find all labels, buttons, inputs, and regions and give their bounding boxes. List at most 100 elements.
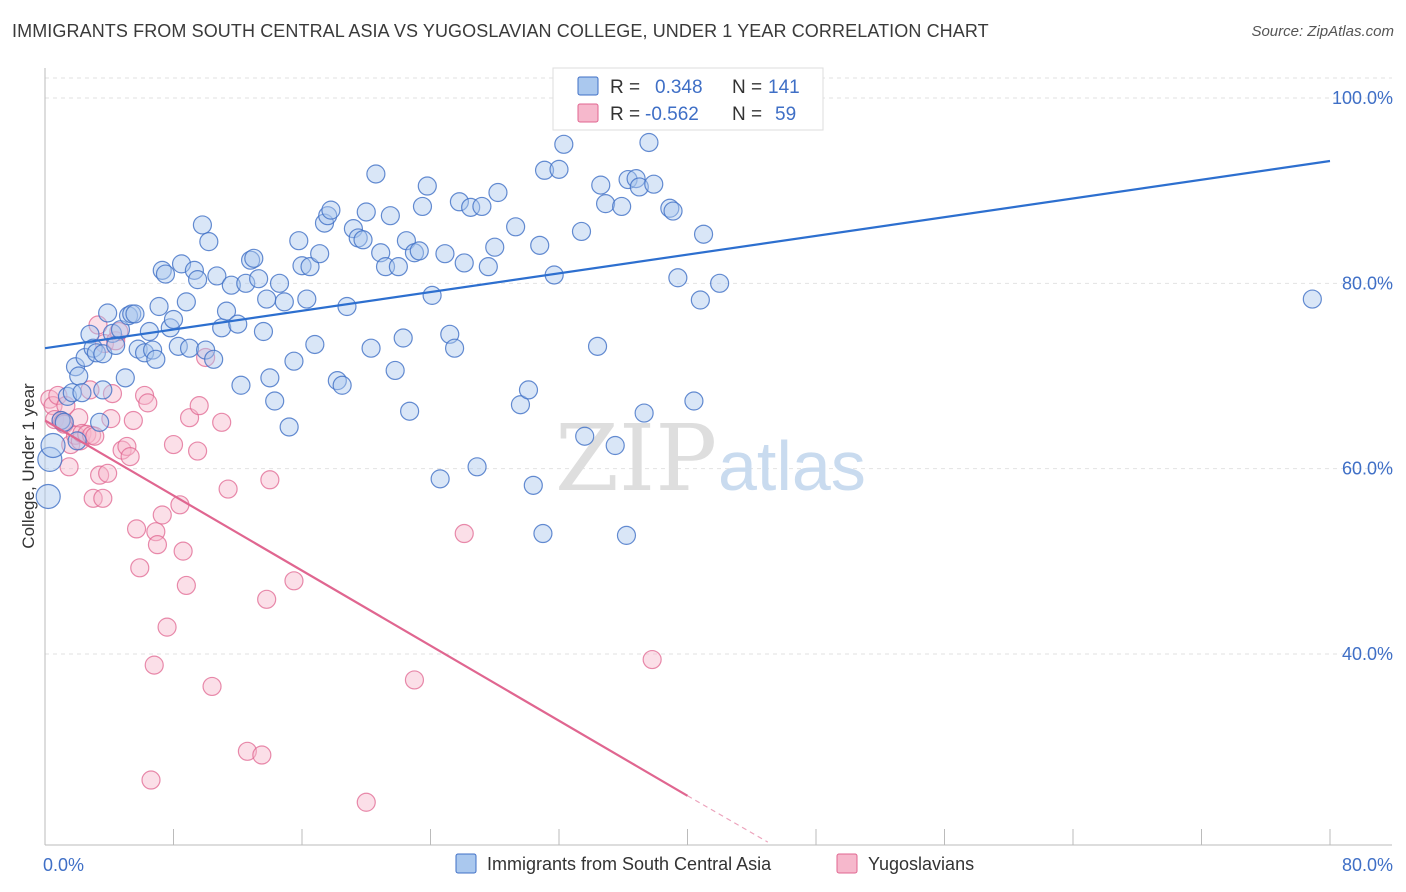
south-central-asia-point [591,175,611,195]
watermark: ZIP atlas [555,405,866,512]
y-tick-label: 80.0% [1342,273,1393,293]
yugoslavian-point [163,434,184,455]
south-central-asia-point [454,253,474,273]
stats-n-label-blue: N = [732,77,762,98]
south-central-asia-point [506,217,526,237]
south-central-asia-point [146,349,166,369]
axes [44,68,1392,846]
stats-swatch-pink [577,103,599,123]
yugoslavian-point [130,558,150,578]
chart-source: Source: ZipAtlas.com [1251,23,1394,40]
south-central-asia-point [274,292,294,312]
yugoslavian-point [123,410,143,431]
south-central-asia-point [289,231,309,251]
stats-box: R = 0.348 N = 141 R = -0.562 N = 59 [552,67,824,131]
legend-swatch-pink [836,853,858,874]
yugoslavian-point [404,670,425,690]
yugoslavian-point [126,519,147,539]
south-central-asia-point [690,290,710,310]
south-central-asia-point [125,304,145,324]
legend: Immigrants from South Central Asia Yugos… [455,853,974,874]
south-central-asia-point [292,256,312,276]
south-central-asia-point [618,169,638,190]
south-central-asia-point [533,523,553,544]
south-central-asia-point [605,435,625,456]
south-central-asia-point [412,196,433,217]
yugoslavian-point [237,741,257,761]
south-central-asia-point [269,273,290,293]
south-central-asia-point [310,244,330,264]
south-central-asia-point [318,206,338,226]
south-central-asia-point [221,275,241,295]
south-central-asia-point [634,403,654,423]
south-central-asia-point [187,270,208,290]
south-central-asia-point [176,292,196,312]
south-central-asia-point [523,475,543,495]
trend-line-pink-extension [687,795,769,843]
south-central-asia-point [155,264,176,284]
south-central-asia-point [444,338,465,358]
yugoslavian-point [152,505,172,525]
south-central-asia-point [297,289,317,309]
south-central-asia-point [361,338,381,358]
south-central-asia-point [660,198,680,218]
south-central-asia-point [199,232,219,252]
south-central-asia-point [693,224,714,244]
south-central-asia-point [449,192,470,212]
yugoslavian-points [40,315,662,812]
south-central-asia-point [149,296,169,317]
south-central-asia-point [435,244,455,264]
south-central-asia-point [380,206,400,226]
stats-r-value-pink: -0.562 [645,104,699,125]
yugoslavian-point [187,441,208,461]
south-central-asia-point [616,525,637,545]
south-central-asia-point [587,336,608,356]
yugoslavian-point [147,535,168,555]
y-tick-label: 40.0% [1342,644,1393,664]
south-central-asia-point [332,375,352,395]
yugoslavian-point [93,488,113,508]
south-central-asia-points [35,132,1322,545]
stats-n-value-blue: 141 [768,77,800,98]
south-central-asia-point [629,177,649,197]
south-central-asia-point [249,269,269,289]
south-central-asia-point [244,248,264,268]
stats-r-label-blue: R = [610,77,640,98]
trend-lines [44,159,1331,843]
yugoslavian-point [173,541,193,561]
south-central-asia-point [106,335,126,356]
yugoslavian-point [284,571,304,591]
south-central-asia-point [337,296,357,317]
yugoslavian-point [202,676,222,697]
yugoslavian-point [59,457,79,477]
yugoslavian-point [102,384,123,404]
south-central-asia-point [366,164,386,184]
south-central-asia-point [430,469,450,489]
south-central-asia-point [204,349,224,369]
south-central-asia-point [265,391,285,411]
south-central-asia-point [163,309,184,330]
south-central-asia-point [279,417,299,437]
legend-label-blue: Immigrants from South Central Asia [487,854,772,874]
south-central-asia-point [472,196,492,217]
south-central-asia-point [207,266,227,286]
south-central-asia-point [612,196,632,217]
south-central-asia-point [668,268,688,288]
south-central-asia-point [485,237,505,257]
south-central-asia-point [385,360,405,381]
south-central-asia-point [93,380,113,400]
south-central-asia-point [300,257,320,277]
south-central-asia-point [257,289,277,309]
yugoslavian-point [642,649,662,670]
yugoslavian-point [141,770,161,790]
south-central-asia-point [510,395,531,415]
south-central-asia-point [192,215,213,235]
south-central-asia-point [236,273,256,293]
south-central-asia-point [575,426,595,446]
south-central-asia-point [118,306,139,326]
south-central-asia-point [488,182,508,203]
south-central-asia-point [152,260,172,280]
south-central-asia-point [305,334,325,355]
south-central-asia-point [284,351,304,371]
